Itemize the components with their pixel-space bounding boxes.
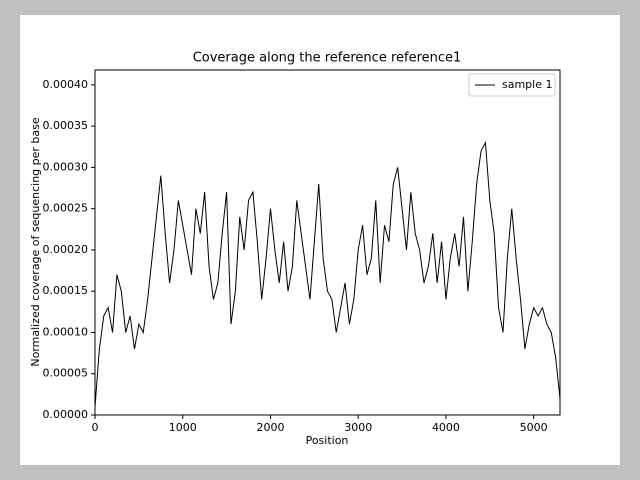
data-line — [94, 140, 561, 407]
x-axis-label: Position — [306, 434, 349, 447]
y-tick-label: 0.00025 — [43, 202, 89, 215]
legend-label: sample 1 — [502, 78, 553, 91]
x-tick-label: 5000 — [520, 421, 548, 434]
y-tick-label: 0.00010 — [43, 325, 89, 338]
x-tick-label: 0 — [92, 421, 99, 434]
x-tick-label: 1000 — [169, 421, 197, 434]
y-tick-label: 0.00035 — [43, 119, 89, 132]
legend-box — [468, 73, 556, 97]
y-tick-label: 0.00040 — [43, 78, 89, 91]
x-tick-label: 4000 — [432, 421, 460, 434]
y-tick-label: 0.00005 — [43, 367, 89, 380]
x-tick-label: 2000 — [256, 421, 284, 434]
y-tick-label: 0.00015 — [43, 284, 89, 297]
y-tick-label: 0.00020 — [43, 243, 89, 256]
plot-frame — [94, 69, 561, 416]
y-tick-label: 0.00000 — [43, 408, 89, 421]
y-axis-label: Normalized coverage of sequencing per ba… — [29, 117, 42, 367]
chart-title: Coverage along the reference reference1 — [193, 51, 462, 66]
y-tick-label: 0.00030 — [43, 160, 89, 173]
x-tick-label: 3000 — [344, 421, 372, 434]
